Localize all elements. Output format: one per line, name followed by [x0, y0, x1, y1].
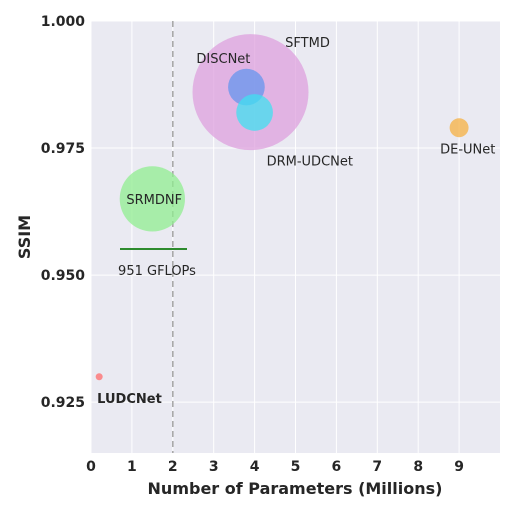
label-ludcnet: LUDCNet: [97, 392, 162, 407]
point-de-unet: [449, 118, 469, 138]
x-tick-label: 0: [86, 459, 96, 475]
point-ludcnet: [95, 373, 103, 381]
y-tick-label: 0.950: [41, 268, 86, 284]
x-tick-label: 9: [454, 459, 464, 475]
label-srmdnf: SRMDNF: [126, 193, 182, 208]
label-sftmd: SFTMD: [285, 36, 330, 51]
x-tick-label: 6: [332, 459, 342, 475]
y-tick-labels: 0.925 0.950 0.975 1.000: [41, 14, 86, 411]
x-tick-labels: 0 1 2 3 4 5 6 7 8 9: [86, 459, 464, 475]
data-points: [95, 34, 469, 381]
x-tick-label: 2: [168, 459, 178, 475]
label-drm-udcnet: DRM-UDCNet: [267, 154, 353, 169]
x-tick-label: 8: [413, 459, 423, 475]
x-tick-label: 7: [372, 459, 382, 475]
y-tick-label: 0.925: [41, 395, 85, 411]
point-labels: SFTMD DISCNet DRM-UDCNet DE-UNet SRMDNF LUDCN…: [97, 36, 495, 407]
y-axis-label: SSIM: [15, 215, 34, 259]
x-tick-label: 5: [291, 459, 301, 475]
x-tick-label: 3: [209, 459, 219, 475]
point-srmdnf: [119, 166, 185, 232]
y-tick-label: 1.000: [41, 14, 86, 30]
point-drm-udcnet: [236, 94, 273, 131]
x-tick-label: 4: [250, 459, 260, 475]
y-tick-label: 0.975: [41, 141, 85, 157]
x-axis-label: Number of Parameters (Millions): [148, 479, 443, 498]
label-discnet: DISCNet: [196, 52, 250, 67]
label-de-unet: DE-UNet: [440, 143, 495, 158]
size-legend-label: 951 GFLOPs: [118, 264, 196, 279]
x-tick-label: 1: [127, 459, 137, 475]
size-legend: 951 GFLOPs: [118, 248, 196, 279]
